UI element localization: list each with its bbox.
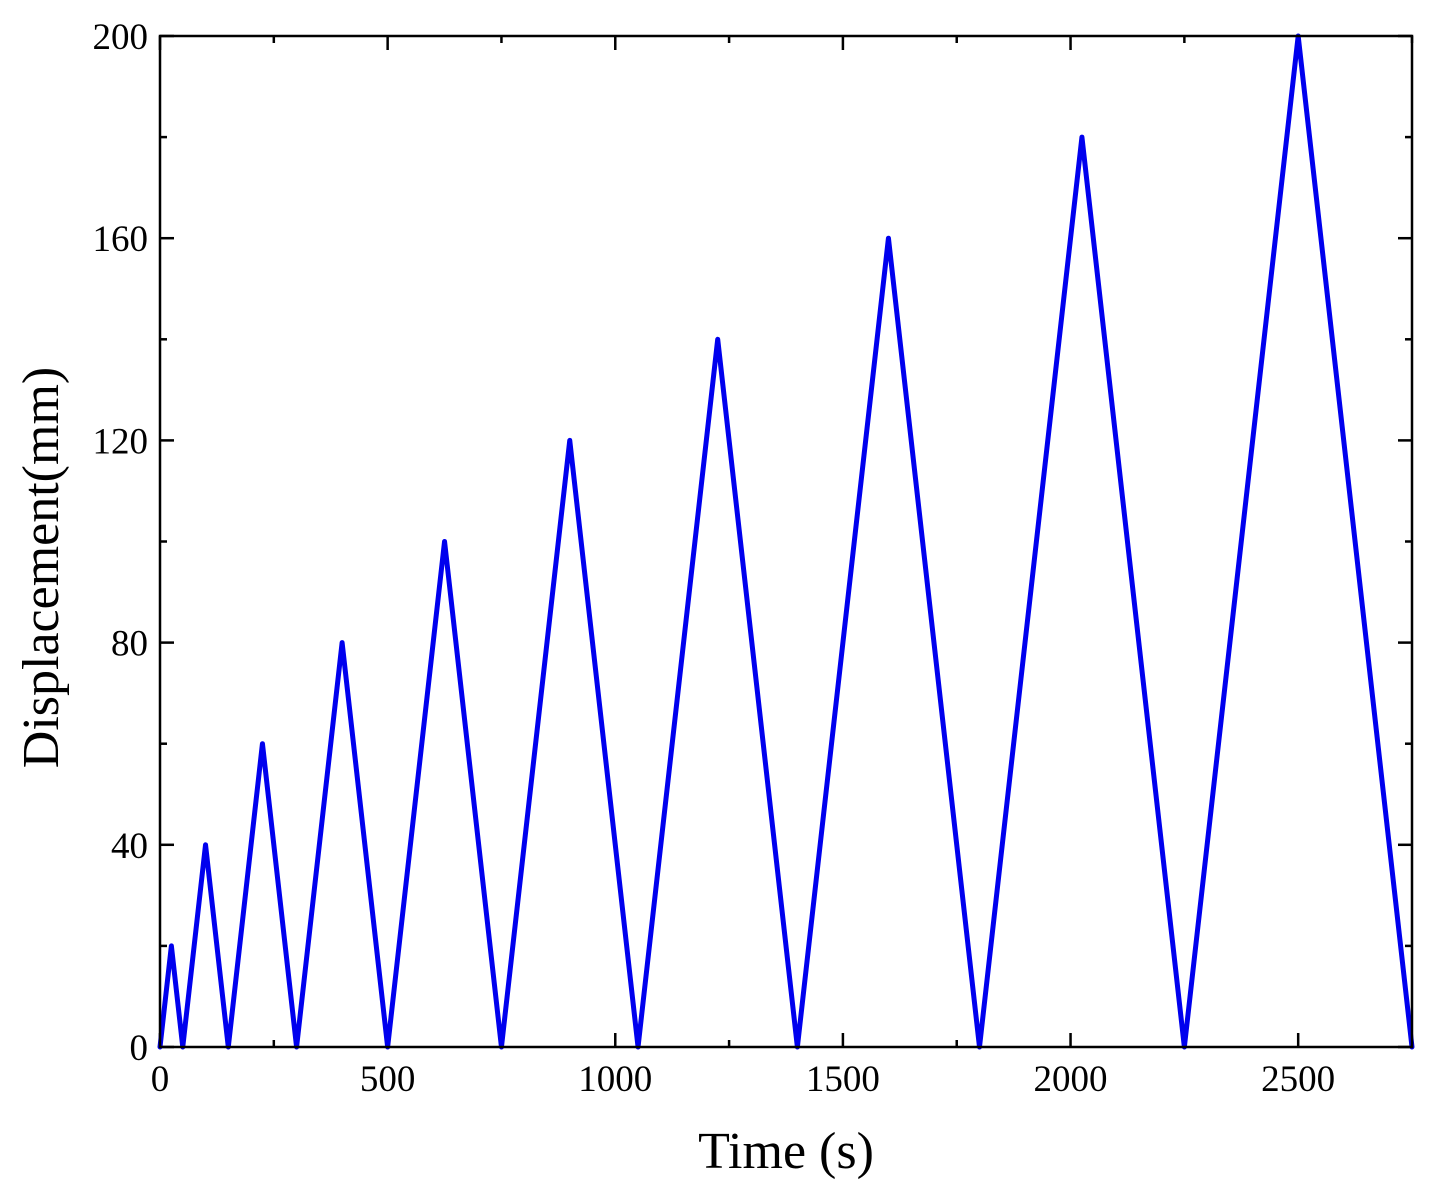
x-tick-label: 500 bbox=[360, 1059, 416, 1100]
y-tick-label: 80 bbox=[111, 624, 148, 665]
x-tick-label: 0 bbox=[151, 1059, 170, 1100]
y-tick-label: 160 bbox=[93, 219, 149, 260]
x-tick-label: 2000 bbox=[1034, 1059, 1108, 1100]
y-tick-label: 0 bbox=[130, 1028, 149, 1069]
x-tick-labels: 0 500 1000 1500 2000 2500 bbox=[151, 1059, 1335, 1100]
y-tick-label: 40 bbox=[111, 826, 148, 867]
x-tick-label: 2500 bbox=[1261, 1059, 1335, 1100]
y-tick-labels: 0 40 80 120 160 200 bbox=[93, 17, 149, 1069]
y-tick-label: 120 bbox=[93, 421, 149, 462]
y-tick-label: 200 bbox=[93, 17, 149, 58]
axis-ticks bbox=[158, 34, 1414, 1049]
y-axis-title: Displacement(mm) bbox=[13, 367, 70, 768]
series-line bbox=[157, 33, 1415, 1050]
plot-frame bbox=[158, 34, 1414, 1049]
series-layer bbox=[157, 33, 1415, 1050]
x-tick-label: 1000 bbox=[578, 1059, 652, 1100]
x-axis-title: Time (s) bbox=[698, 1123, 874, 1180]
x-tick-label: 1500 bbox=[806, 1059, 880, 1100]
